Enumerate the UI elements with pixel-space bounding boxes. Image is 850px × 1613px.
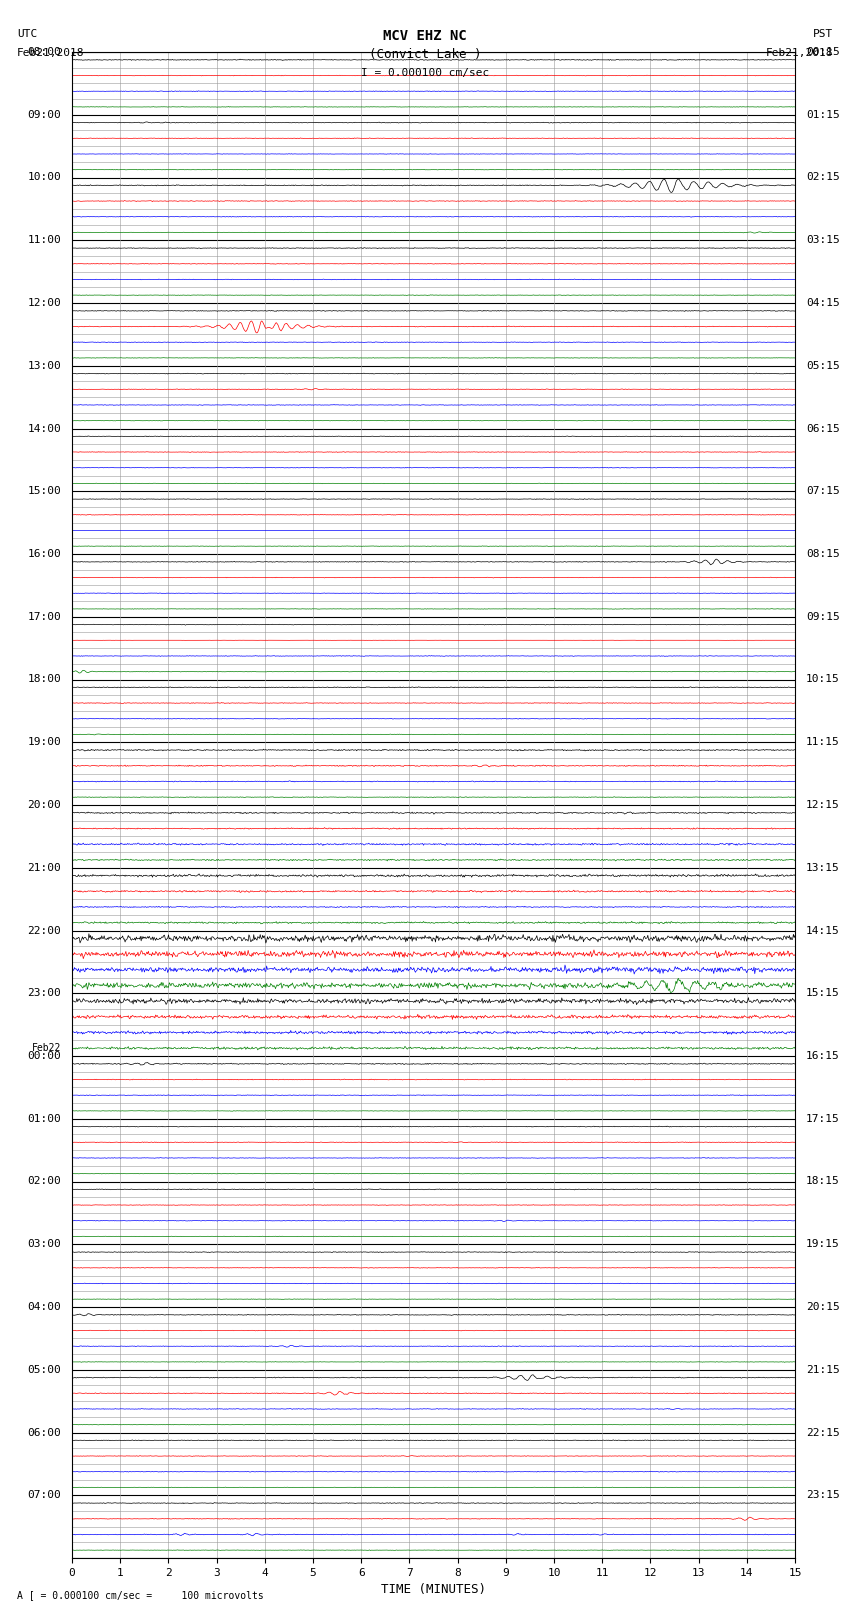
Text: 10:15: 10:15 [806, 674, 840, 684]
Text: Feb21,2018: Feb21,2018 [17, 48, 84, 58]
Text: 21:15: 21:15 [806, 1365, 840, 1374]
Text: 00:00: 00:00 [27, 1052, 61, 1061]
Text: 09:15: 09:15 [806, 611, 840, 621]
Text: 20:15: 20:15 [806, 1302, 840, 1311]
Text: 07:15: 07:15 [806, 486, 840, 497]
Text: 02:15: 02:15 [806, 173, 840, 182]
Text: 18:15: 18:15 [806, 1176, 840, 1187]
Text: 08:15: 08:15 [806, 548, 840, 560]
Text: Feb22: Feb22 [31, 1044, 61, 1053]
Text: (Convict Lake ): (Convict Lake ) [369, 48, 481, 61]
Text: 23:15: 23:15 [806, 1490, 840, 1500]
Text: 11:15: 11:15 [806, 737, 840, 747]
Text: 21:00: 21:00 [27, 863, 61, 873]
Text: A [ = 0.000100 cm/sec =     100 microvolts: A [ = 0.000100 cm/sec = 100 microvolts [17, 1590, 264, 1600]
Text: MCV EHZ NC: MCV EHZ NC [383, 29, 467, 44]
Text: 17:15: 17:15 [806, 1113, 840, 1124]
Text: 03:15: 03:15 [806, 235, 840, 245]
Text: 01:15: 01:15 [806, 110, 840, 119]
Text: 10:00: 10:00 [27, 173, 61, 182]
Text: 03:00: 03:00 [27, 1239, 61, 1248]
Text: 14:00: 14:00 [27, 424, 61, 434]
Text: 18:00: 18:00 [27, 674, 61, 684]
X-axis label: TIME (MINUTES): TIME (MINUTES) [381, 1584, 486, 1597]
Text: 01:00: 01:00 [27, 1113, 61, 1124]
Text: 23:00: 23:00 [27, 989, 61, 998]
Text: 04:15: 04:15 [806, 298, 840, 308]
Text: 22:15: 22:15 [806, 1428, 840, 1437]
Text: 22:00: 22:00 [27, 926, 61, 936]
Text: 04:00: 04:00 [27, 1302, 61, 1311]
Text: 19:15: 19:15 [806, 1239, 840, 1248]
Text: I = 0.000100 cm/sec: I = 0.000100 cm/sec [361, 68, 489, 77]
Text: 00:15: 00:15 [806, 47, 840, 56]
Text: 12:15: 12:15 [806, 800, 840, 810]
Text: 11:00: 11:00 [27, 235, 61, 245]
Text: 15:00: 15:00 [27, 486, 61, 497]
Text: 05:15: 05:15 [806, 361, 840, 371]
Text: 02:00: 02:00 [27, 1176, 61, 1187]
Text: 20:00: 20:00 [27, 800, 61, 810]
Text: 05:00: 05:00 [27, 1365, 61, 1374]
Text: 16:15: 16:15 [806, 1052, 840, 1061]
Text: 17:00: 17:00 [27, 611, 61, 621]
Text: 13:15: 13:15 [806, 863, 840, 873]
Text: 06:00: 06:00 [27, 1428, 61, 1437]
Text: 12:00: 12:00 [27, 298, 61, 308]
Text: 16:00: 16:00 [27, 548, 61, 560]
Text: 13:00: 13:00 [27, 361, 61, 371]
Text: 07:00: 07:00 [27, 1490, 61, 1500]
Text: UTC: UTC [17, 29, 37, 39]
Text: PST: PST [813, 29, 833, 39]
Text: 06:15: 06:15 [806, 424, 840, 434]
Text: Feb21,2018: Feb21,2018 [766, 48, 833, 58]
Text: 15:15: 15:15 [806, 989, 840, 998]
Text: 08:00: 08:00 [27, 47, 61, 56]
Text: 19:00: 19:00 [27, 737, 61, 747]
Text: 09:00: 09:00 [27, 110, 61, 119]
Text: 14:15: 14:15 [806, 926, 840, 936]
